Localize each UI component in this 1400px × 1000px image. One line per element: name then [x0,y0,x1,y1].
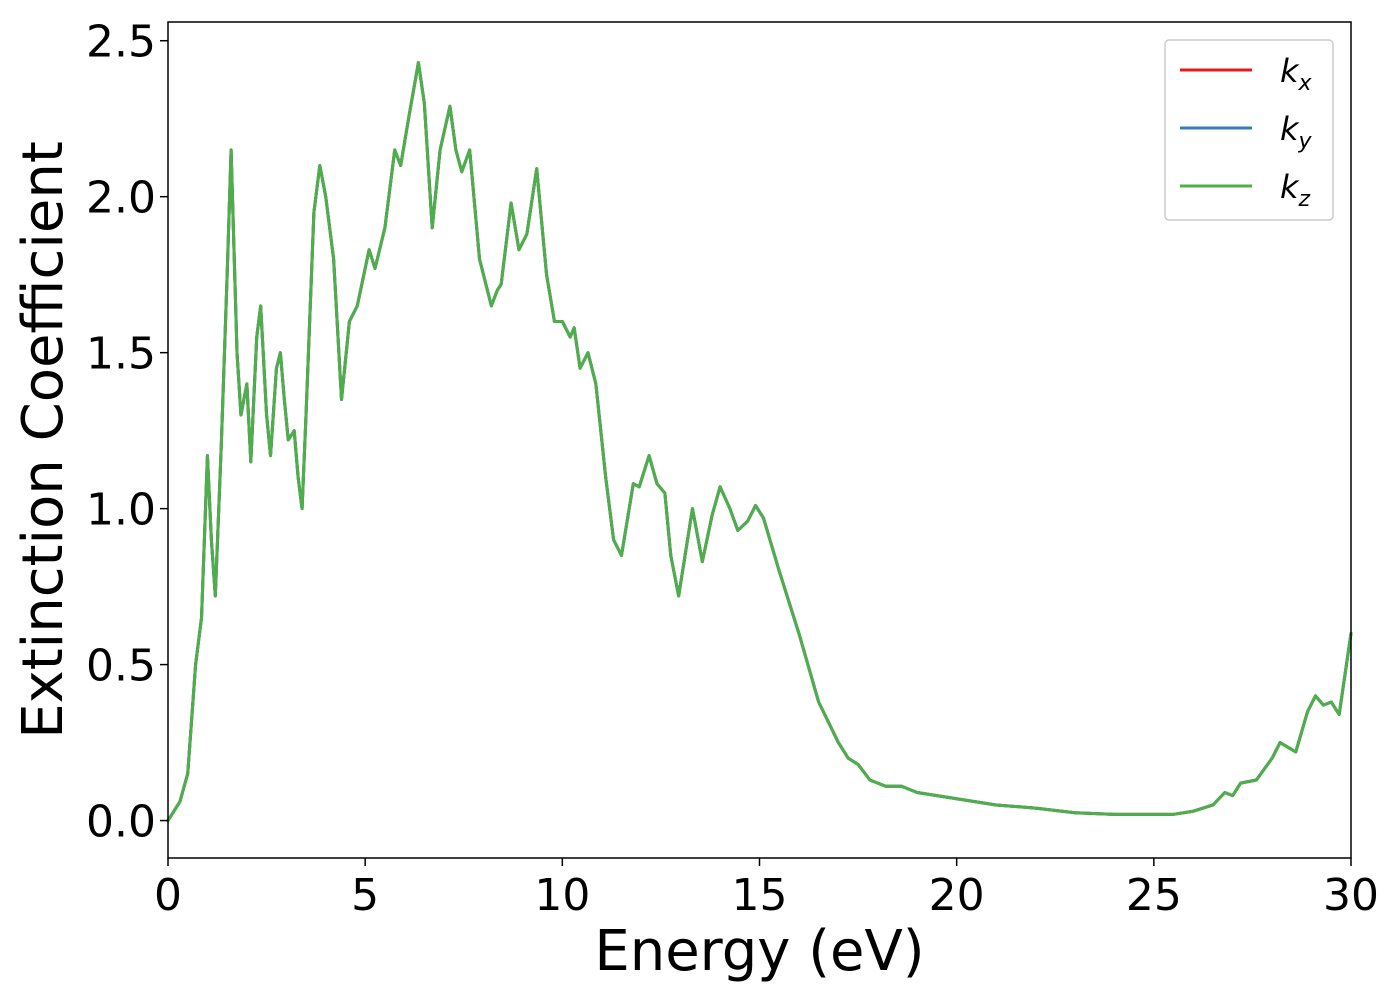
x-tick-label: 15 [732,870,788,921]
x-tick-label: 20 [929,870,985,921]
x-axis-label: Energy (eV) [594,919,924,984]
y-axis: 0.0 0.5 1.0 1.5 2.0 2.5 [86,17,168,848]
series-line-k-z [166,61,1353,823]
y-tick-label: 1.5 [86,329,156,380]
x-tick-label: 5 [351,870,379,921]
y-tick-label: 0.5 [86,641,156,692]
y-axis-label: Extinction Coefficient [11,141,76,739]
y-tick-label: 0.0 [86,797,156,848]
y-tick-label: 1.0 [86,485,156,536]
x-axis: 0 5 10 15 20 25 30 [154,858,1379,921]
legend-label: ky [1280,110,1313,154]
legend-box [1164,39,1334,221]
x-tick-label: 10 [534,870,590,921]
series-layer [166,61,1353,823]
legend-label: kx [1280,52,1313,96]
legend-label: kz [1280,168,1311,212]
x-tick-label: 25 [1126,870,1182,921]
x-tick-label: 0 [154,870,182,921]
x-tick-label: 30 [1323,870,1379,921]
legend: kx ky kz [1164,39,1334,221]
y-tick-label: 2.0 [86,173,156,224]
y-tick-label: 2.5 [86,17,156,68]
